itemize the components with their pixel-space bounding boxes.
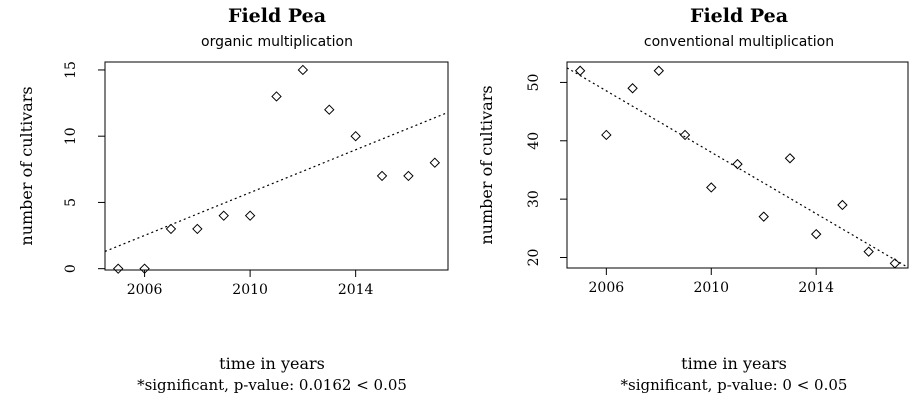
chart-1-data-point (218, 210, 229, 221)
chart-2-x-tick-label: 2006 (589, 280, 625, 296)
chart-1-data-point (192, 223, 203, 235)
chart-2-data-point (679, 129, 691, 141)
chart-1-data-point (403, 170, 414, 182)
chart-1-data-point (376, 170, 388, 182)
chart-1-data-point (244, 210, 256, 221)
chart-2-trend-line (566, 67, 909, 268)
chart-2-data-point (653, 65, 665, 76)
chart-2-data-point (758, 211, 769, 222)
chart-2-y-tick-label: 40 (526, 132, 542, 150)
chart-2-y-axis-label: number of cultivars (477, 85, 496, 244)
chart-1-data-point (350, 130, 361, 142)
chart-1-x-tick-label: 2006 (127, 282, 163, 298)
chart-1-y-tick-label: 15 (63, 61, 79, 79)
chart-1-data-point (112, 263, 124, 274)
chart-2-data-point (601, 129, 612, 141)
chart-1-y-tick-label: 5 (63, 198, 79, 207)
chart-2-data-point (574, 65, 586, 76)
chart-1-data-point (297, 64, 309, 76)
chart-2-x-tick-label: 2014 (798, 280, 834, 296)
chart-2-data-point (627, 83, 638, 94)
chart-2-data-point (784, 153, 796, 164)
chart-1-y-tick-label: 0 (63, 264, 79, 273)
chart-1-x-axis-label: time in years (219, 354, 325, 373)
chart-1-subtitle: organic multiplication (201, 34, 353, 50)
chart-1-significance-note: *significant, p-value: 0.0162 < 0.05 (137, 376, 407, 394)
chart-1-data-point (139, 263, 150, 274)
chart-2-data-point (732, 158, 743, 170)
chart-1-data-point (429, 157, 441, 168)
chart-1-x-tick-label: 2014 (338, 282, 374, 298)
chart-1-title: Field Pea (228, 5, 326, 27)
chart-2-data-point (706, 182, 717, 193)
chart-1-x-tick-label: 2010 (232, 282, 268, 298)
chart-2-plot-frame (566, 61, 909, 269)
chart-1-trend-line (104, 111, 449, 253)
chart-2-data-point (837, 199, 848, 211)
chart-2-data-point (810, 228, 822, 240)
chart-2-y-tick-label: 50 (526, 74, 542, 92)
chart-1-y-tick-label: 10 (63, 127, 79, 145)
chart-2-x-tick-label: 2010 (693, 280, 729, 296)
chart-2-data-point (889, 258, 901, 269)
chart-2-x-axis-label: time in years (681, 354, 787, 373)
chart-1-y-axis-label: number of cultivars (17, 86, 36, 245)
chart-1-data-point (271, 91, 282, 102)
chart-2-data-point (863, 246, 874, 257)
chart-1-plot-frame (104, 61, 449, 271)
chart-1-data-point (165, 223, 177, 235)
chart-1-data-point (324, 104, 335, 115)
chart-2-y-tick-label: 30 (526, 190, 542, 208)
chart-2-subtitle: conventional multiplication (644, 34, 834, 50)
chart-2-significance-note: *significant, p-value: 0 < 0.05 (621, 376, 848, 394)
chart-2-title: Field Pea (690, 5, 788, 27)
chart-2-y-tick-label: 20 (526, 249, 542, 267)
